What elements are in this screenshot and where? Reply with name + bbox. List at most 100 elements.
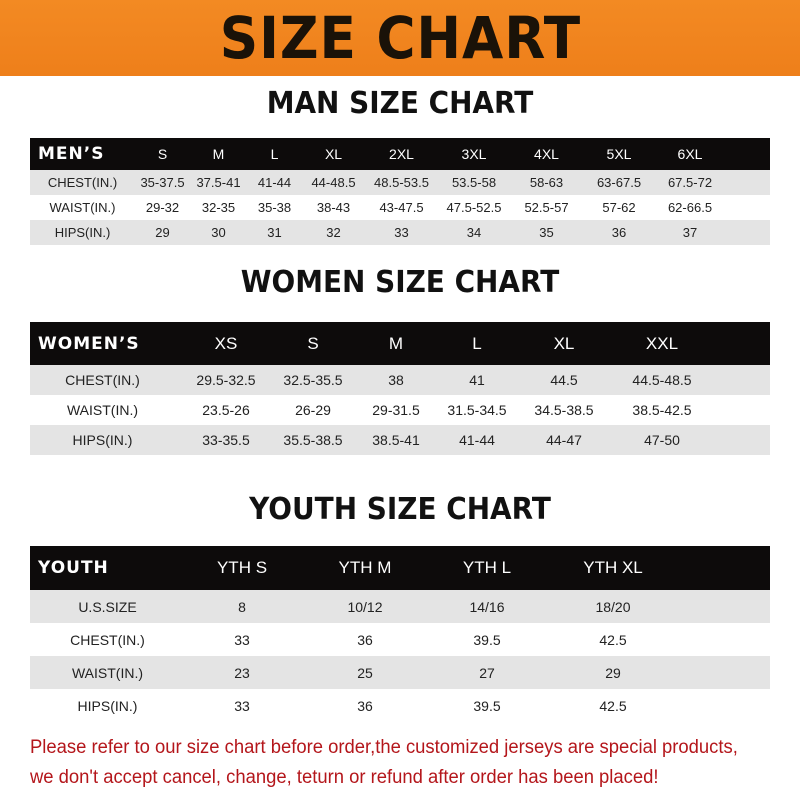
youth-section-title: YOUTH SIZE CHART (249, 492, 551, 527)
women-header-row: WOMEN’S XS S M L XL XXL (30, 322, 770, 365)
table-cell: 33 (365, 220, 438, 245)
table-cell: 38-43 (302, 195, 365, 220)
banner-title: SIZE CHART (219, 4, 581, 72)
table-cell: 36 (299, 689, 431, 722)
table-cell: 36 (583, 220, 655, 245)
youth-header-row: YOUTH YTH S YTH M YTH L YTH XL (30, 546, 770, 590)
table-cell: 35-38 (247, 195, 302, 220)
row-label: MEN’S (30, 138, 135, 170)
table-cell (683, 689, 770, 722)
women-size-table: WOMEN’S XS S M L XL XXL CHEST(IN.) 29.5-32.5 32.5… (30, 322, 770, 455)
men-section-title: MAN SIZE CHART (266, 86, 534, 121)
row-label: CHEST(IN.) (30, 623, 185, 656)
table-cell: XS (175, 322, 277, 365)
table-cell: L (443, 322, 511, 365)
table-cell: 41-44 (443, 425, 511, 455)
table-cell: 29-32 (135, 195, 190, 220)
table-cell (725, 138, 770, 170)
row-label: WOMEN’S (30, 322, 175, 365)
table-cell: 44-47 (511, 425, 617, 455)
row-label: WAIST(IN.) (30, 195, 135, 220)
table-row: HIPS(IN.) 33-35.5 35.5-38.5 38.5-41 41-44 44-… (30, 425, 770, 455)
table-cell: 27 (431, 656, 543, 689)
table-cell: XL (511, 322, 617, 365)
table-cell: 10/12 (299, 590, 431, 623)
row-label: CHEST(IN.) (30, 365, 175, 395)
table-cell (707, 395, 770, 425)
table-cell: 35 (510, 220, 583, 245)
row-label: HIPS(IN.) (30, 689, 185, 722)
table-cell: 52.5-57 (510, 195, 583, 220)
table-cell (725, 220, 770, 245)
table-cell: 23 (185, 656, 299, 689)
table-cell: 33-35.5 (175, 425, 277, 455)
order-notice: Please refer to our size chart before or… (30, 733, 767, 793)
table-cell (725, 170, 770, 195)
row-label: HIPS(IN.) (30, 220, 135, 245)
table-cell: 37 (655, 220, 725, 245)
table-cell: YTH XL (543, 546, 683, 590)
table-cell: 33 (185, 689, 299, 722)
table-cell (707, 365, 770, 395)
youth-size-table: YOUTH YTH S YTH M YTH L YTH XL U.S.SIZE 8 10/12… (30, 546, 770, 722)
table-cell: 47-50 (617, 425, 707, 455)
table-cell: YTH M (299, 546, 431, 590)
table-cell: 31.5-34.5 (443, 395, 511, 425)
table-cell: 26-29 (277, 395, 349, 425)
women-section-title: WOMEN SIZE CHART (240, 265, 560, 300)
table-cell: 63-67.5 (583, 170, 655, 195)
table-cell: 41-44 (247, 170, 302, 195)
table-row: U.S.SIZE 8 10/12 14/16 18/20 (30, 590, 770, 623)
table-row: WAIST(IN.) 23.5-26 26-29 29-31.5 31.5-34.5 34… (30, 395, 770, 425)
table-cell: YTH S (185, 546, 299, 590)
table-cell: 53.5-58 (438, 170, 510, 195)
table-cell: 39.5 (431, 689, 543, 722)
table-cell: 36 (299, 623, 431, 656)
table-cell: 4XL (510, 138, 583, 170)
table-row: WAIST(IN.) 29-32 32-35 35-38 38-43 43-47.5 47.… (30, 195, 770, 220)
table-cell (683, 656, 770, 689)
row-label: CHEST(IN.) (30, 170, 135, 195)
table-cell: XL (302, 138, 365, 170)
table-cell: 25 (299, 656, 431, 689)
order-notice-line-2: we don't accept cancel, change, teturn o… (30, 767, 659, 788)
table-cell: 47.5-52.5 (438, 195, 510, 220)
table-cell: 5XL (583, 138, 655, 170)
table-cell: 14/16 (431, 590, 543, 623)
table-cell: 58-63 (510, 170, 583, 195)
table-cell: 8 (185, 590, 299, 623)
table-cell (725, 195, 770, 220)
table-cell (683, 623, 770, 656)
table-cell: L (247, 138, 302, 170)
table-cell: 44.5 (511, 365, 617, 395)
table-row: WAIST(IN.) 23 25 27 29 (30, 656, 770, 689)
table-cell: 6XL (655, 138, 725, 170)
table-cell: 43-47.5 (365, 195, 438, 220)
table-cell: 34 (438, 220, 510, 245)
table-cell: 33 (185, 623, 299, 656)
table-cell (683, 546, 770, 590)
table-cell: M (190, 138, 247, 170)
table-cell: 42.5 (543, 689, 683, 722)
table-cell: 29.5-32.5 (175, 365, 277, 395)
table-cell: 38.5-41 (349, 425, 443, 455)
table-cell: 31 (247, 220, 302, 245)
table-cell: S (277, 322, 349, 365)
table-cell: YTH L (431, 546, 543, 590)
men-header-row: MEN’S S M L XL 2XL 3XL 4XL 5XL 6XL (30, 138, 770, 170)
table-cell: 67.5-72 (655, 170, 725, 195)
table-cell: 38 (349, 365, 443, 395)
table-cell: 35.5-38.5 (277, 425, 349, 455)
row-label: HIPS(IN.) (30, 425, 175, 455)
table-cell: 29-31.5 (349, 395, 443, 425)
table-cell: XXL (617, 322, 707, 365)
table-cell: 30 (190, 220, 247, 245)
table-row: CHEST(IN.) 33 36 39.5 42.5 (30, 623, 770, 656)
table-cell: S (135, 138, 190, 170)
table-cell: 44.5-48.5 (617, 365, 707, 395)
table-cell: 29 (543, 656, 683, 689)
table-row: CHEST(IN.) 35-37.5 37.5-41 41-44 44-48.5 48.5… (30, 170, 770, 195)
table-cell: 32.5-35.5 (277, 365, 349, 395)
table-cell: 32-35 (190, 195, 247, 220)
table-cell: M (349, 322, 443, 365)
